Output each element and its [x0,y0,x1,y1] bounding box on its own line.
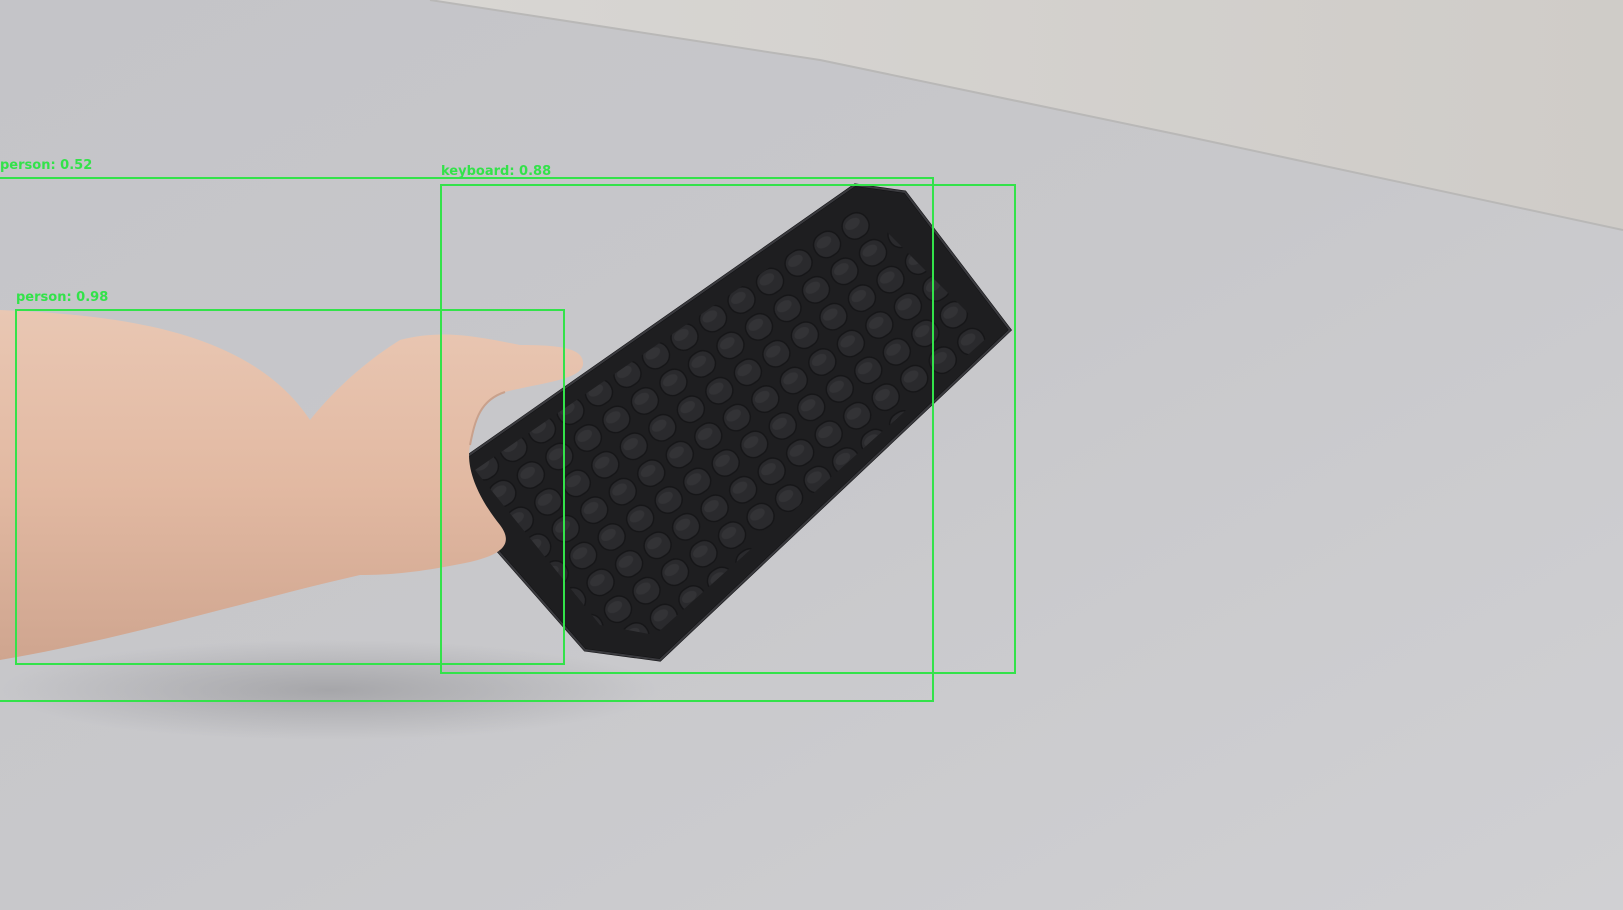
arm [0,310,584,660]
shadow [0,640,660,740]
detection-label-keyboard: keyboard: 0.88 [441,164,552,179]
detection-box-person-large [0,177,934,702]
detection-box-person-hand [15,309,565,665]
detection-label-person-hand: person: 0.98 [16,290,109,305]
ceiling [430,0,1623,230]
detection-label-person-large: person: 0.52 [0,158,93,173]
detection-box-keyboard [440,184,1016,674]
